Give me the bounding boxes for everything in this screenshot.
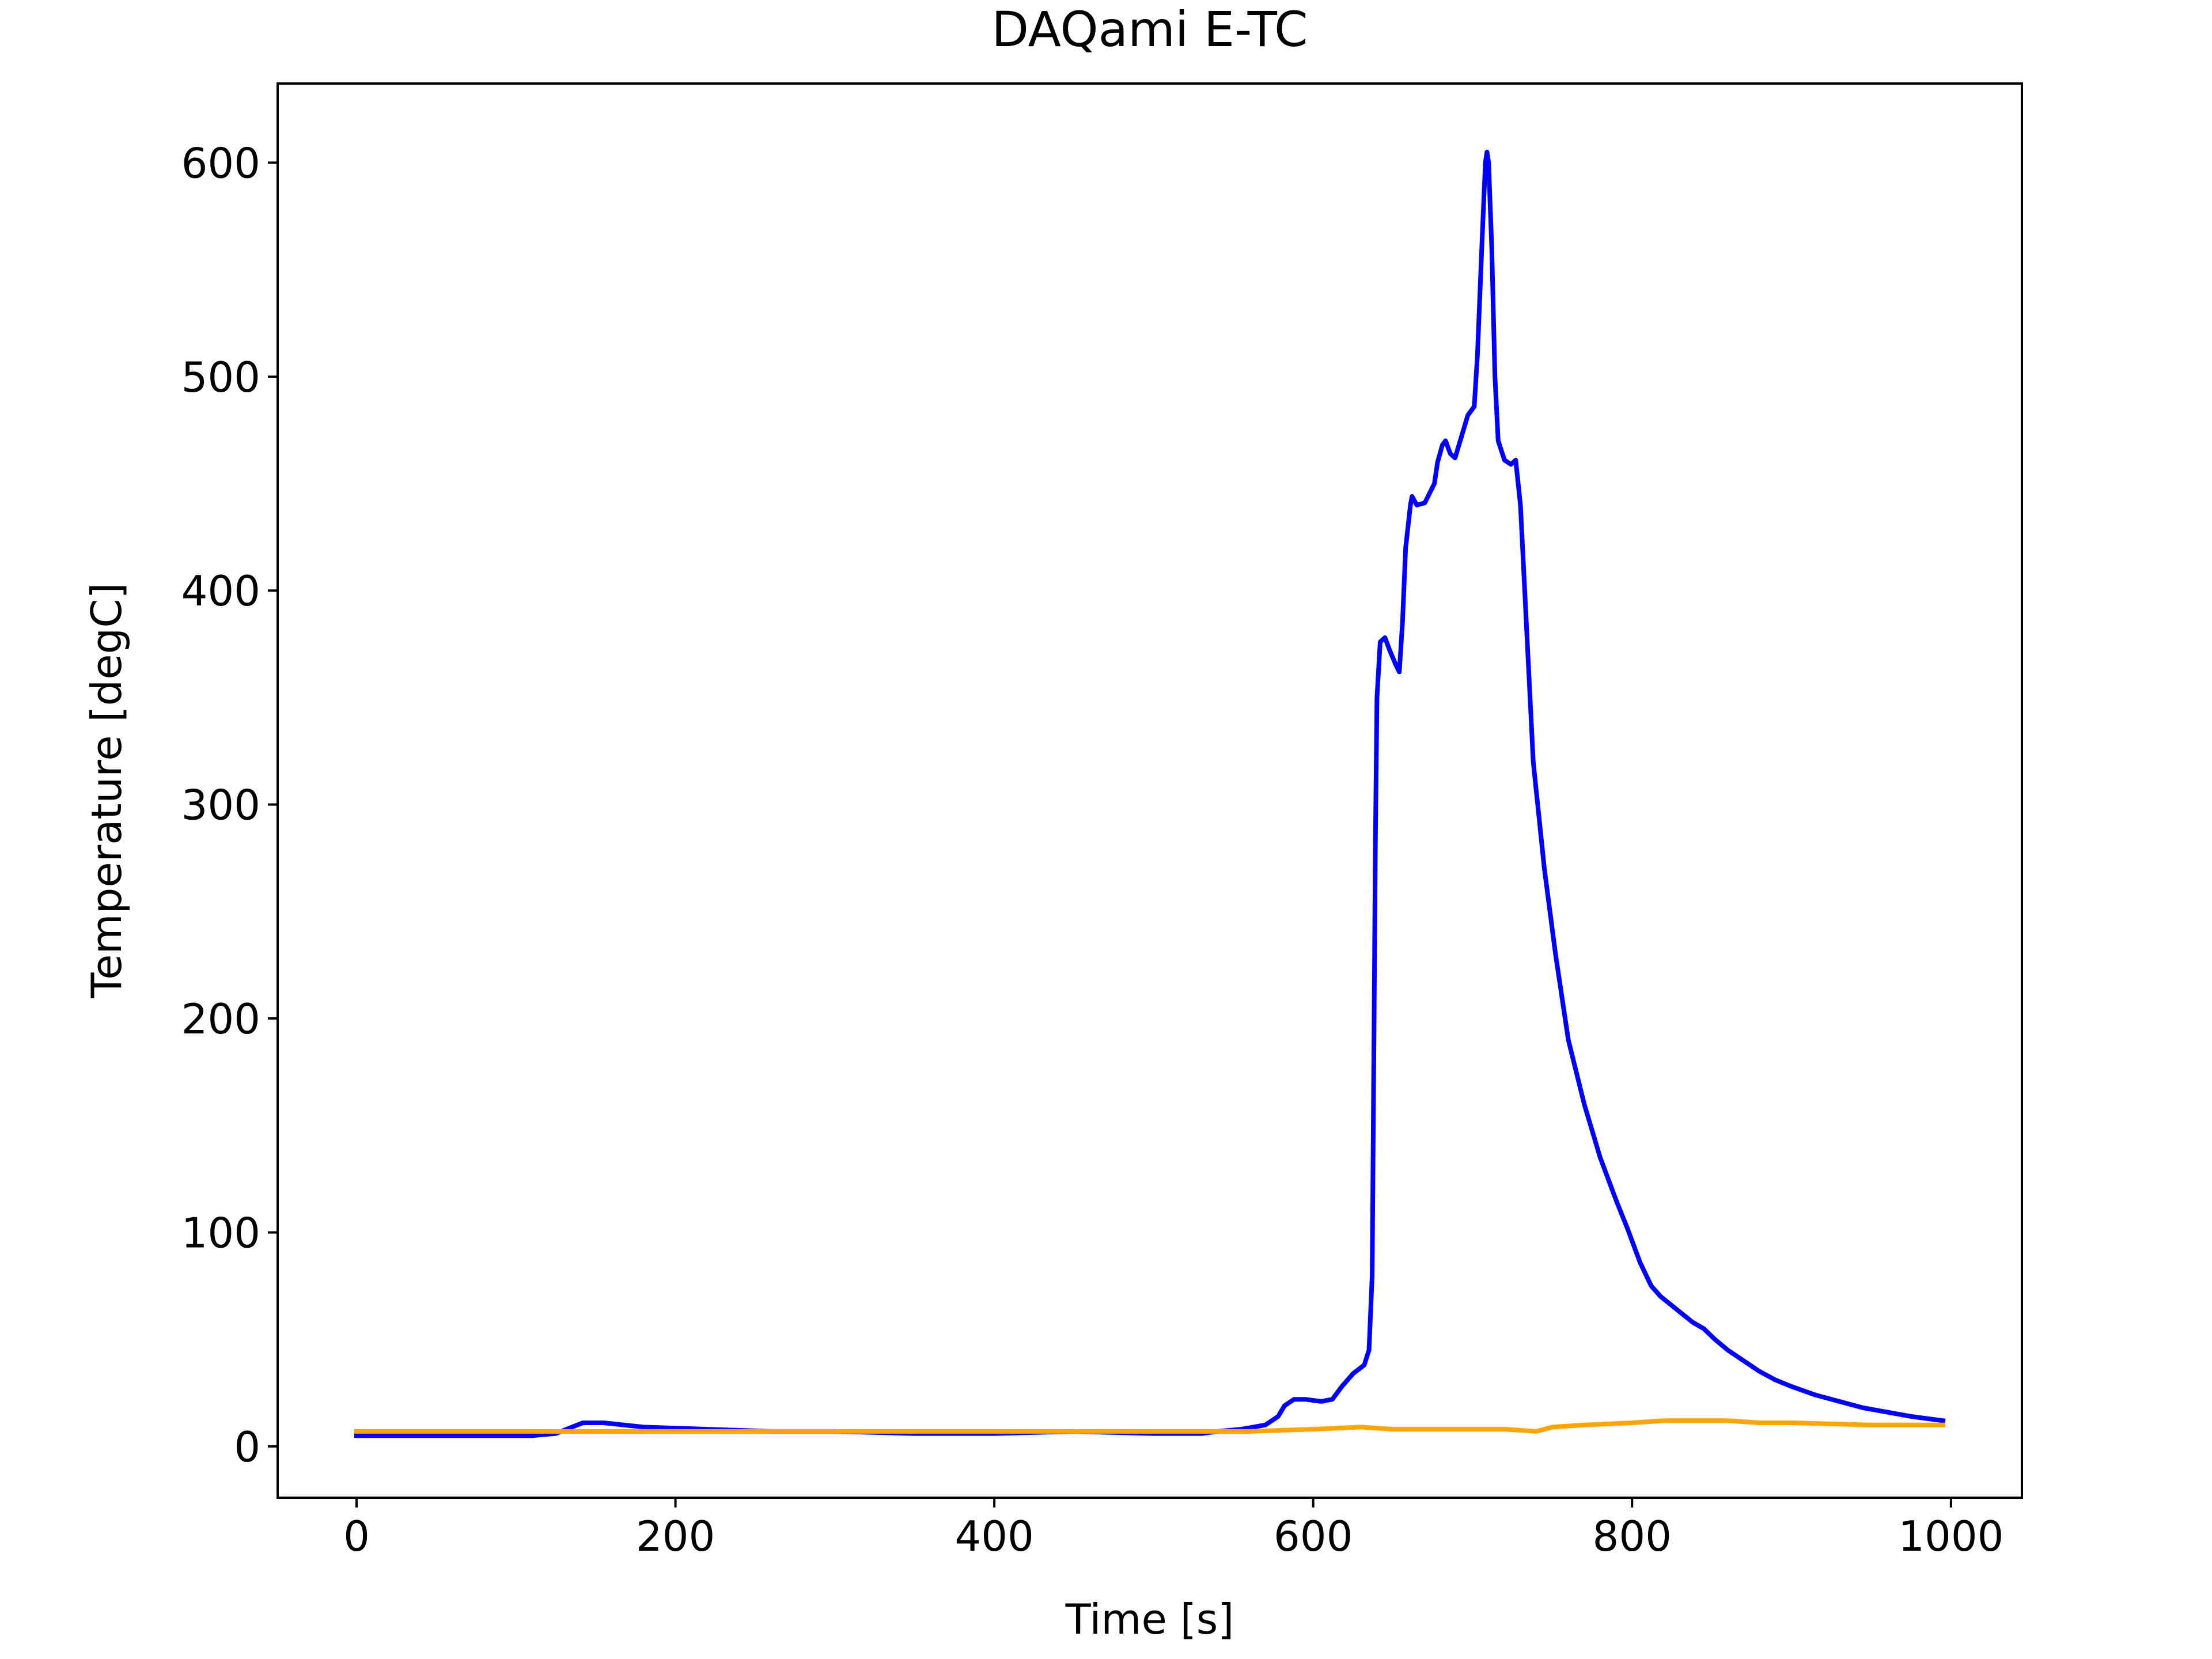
- x-tick-label: 1000: [1898, 1512, 2003, 1560]
- x-tick-label: 600: [1274, 1512, 1353, 1560]
- x-axis-label: Time [s]: [1065, 1595, 1234, 1643]
- y-tick-label: 500: [181, 353, 260, 402]
- chart-title: DAQami E-TC: [991, 1, 1308, 58]
- y-axis: 0 100 200 300 400 500 600: [181, 139, 278, 1471]
- series-line-2: [354, 1418, 1945, 1434]
- x-tick-label: 800: [1593, 1512, 1672, 1560]
- x-axis: 0 200 400 600 800 1000: [343, 1498, 2003, 1560]
- x-tick-label: 200: [636, 1512, 715, 1560]
- y-tick-label: 0: [234, 1423, 260, 1471]
- y-tick-label: 300: [181, 781, 260, 830]
- y-tick-label: 400: [181, 567, 260, 615]
- plot-area-frame: [276, 82, 2023, 1499]
- series-layer: [354, 149, 1946, 1438]
- y-axis-label: Temperature [degC]: [82, 582, 131, 998]
- y-tick-label: 600: [181, 139, 260, 187]
- y-tick-label: 200: [181, 995, 260, 1043]
- y-tick-label: 100: [181, 1209, 260, 1257]
- x-tick-label: 0: [343, 1512, 370, 1560]
- x-tick-label: 400: [955, 1512, 1033, 1560]
